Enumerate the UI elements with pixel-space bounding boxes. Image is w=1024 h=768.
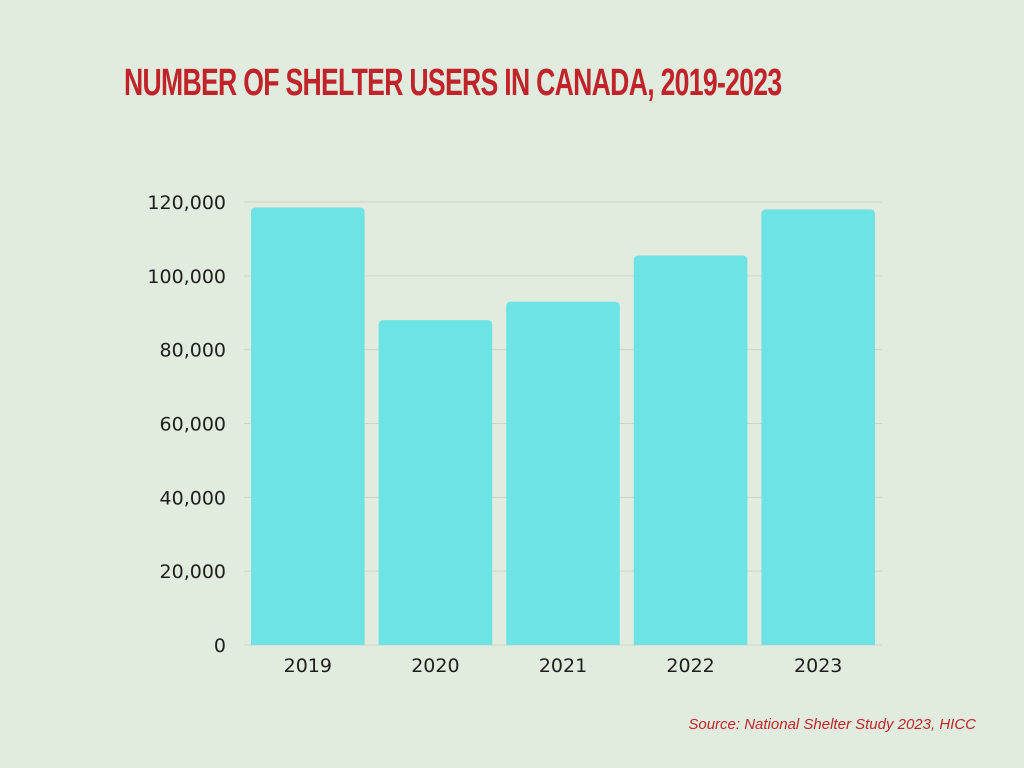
y-tick-label: 0 <box>214 635 226 657</box>
bar-2021 <box>506 301 620 645</box>
y-tick-label: 100,000 <box>147 266 226 288</box>
x-tick-label: 2020 <box>411 655 459 677</box>
y-tick-label: 20,000 <box>160 561 226 583</box>
x-axis-ticks: 2019 2020 2021 2022 2023 <box>284 655 843 677</box>
y-axis-ticks: 0 20,000 40,000 60,000 80,000 100,000 120,000 <box>147 192 226 657</box>
y-tick-label: 120,000 <box>147 192 226 214</box>
bar-2019 <box>251 207 365 645</box>
bar-2020 <box>378 320 493 645</box>
x-tick-label: 2021 <box>539 655 587 677</box>
x-tick-label: 2019 <box>284 655 332 677</box>
bar-2023 <box>761 209 875 645</box>
chart-title: NUMBER OF SHELTER USERS IN CANADA, 2019-… <box>124 62 782 104</box>
x-tick-label: 2022 <box>666 655 714 677</box>
source-note: Source: National Shelter Study 2023, HIC… <box>688 716 976 733</box>
bars <box>251 207 875 645</box>
bar-2022 <box>633 255 748 645</box>
x-tick-label: 2023 <box>794 655 842 677</box>
y-tick-label: 40,000 <box>160 487 226 509</box>
y-tick-label: 80,000 <box>160 340 226 362</box>
y-tick-label: 60,000 <box>160 414 226 436</box>
